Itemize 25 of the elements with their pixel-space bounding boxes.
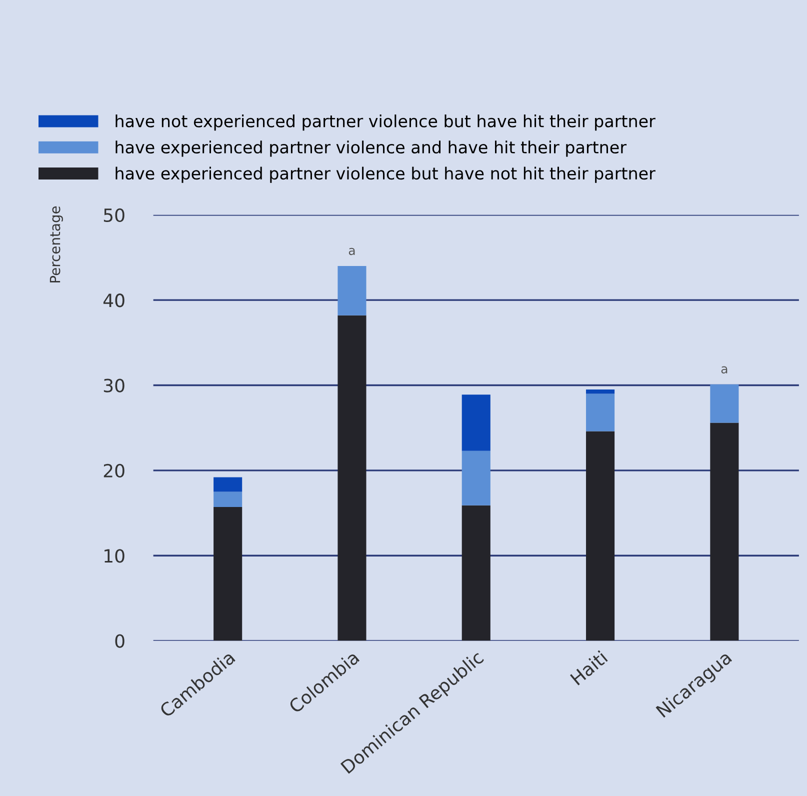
- y-tick-label: 0: [115, 634, 124, 648]
- y-tick-label: 40: [103, 294, 124, 308]
- legend-label: have not experienced partner violence but have hit their partner: [116, 114, 656, 131]
- bar: [214, 477, 242, 492]
- bar: [462, 450, 490, 506]
- bar: [338, 315, 366, 641]
- bar: [214, 492, 242, 508]
- bar: [710, 384, 739, 423]
- y-tick-label: 20: [104, 464, 124, 478]
- y-axis-title: Percentage: [50, 206, 63, 282]
- bar: [338, 266, 366, 316]
- bar: [586, 431, 615, 641]
- bar: [710, 422, 739, 641]
- annotation: a: [721, 366, 728, 374]
- bar: [214, 507, 242, 641]
- legend-label: have experienced partner violence and have hit their partner: [116, 140, 627, 157]
- y-tick-label: 50: [104, 208, 124, 222]
- legend-label: have experienced partner violence but have not hit their partner: [116, 166, 656, 183]
- bar: [586, 394, 615, 432]
- annotation: a: [348, 248, 355, 256]
- bar: [586, 390, 615, 394]
- bar: [462, 394, 490, 451]
- y-tick-label: 10: [104, 549, 124, 563]
- y-tick-label: 30: [104, 378, 124, 392]
- bar: [462, 505, 490, 641]
